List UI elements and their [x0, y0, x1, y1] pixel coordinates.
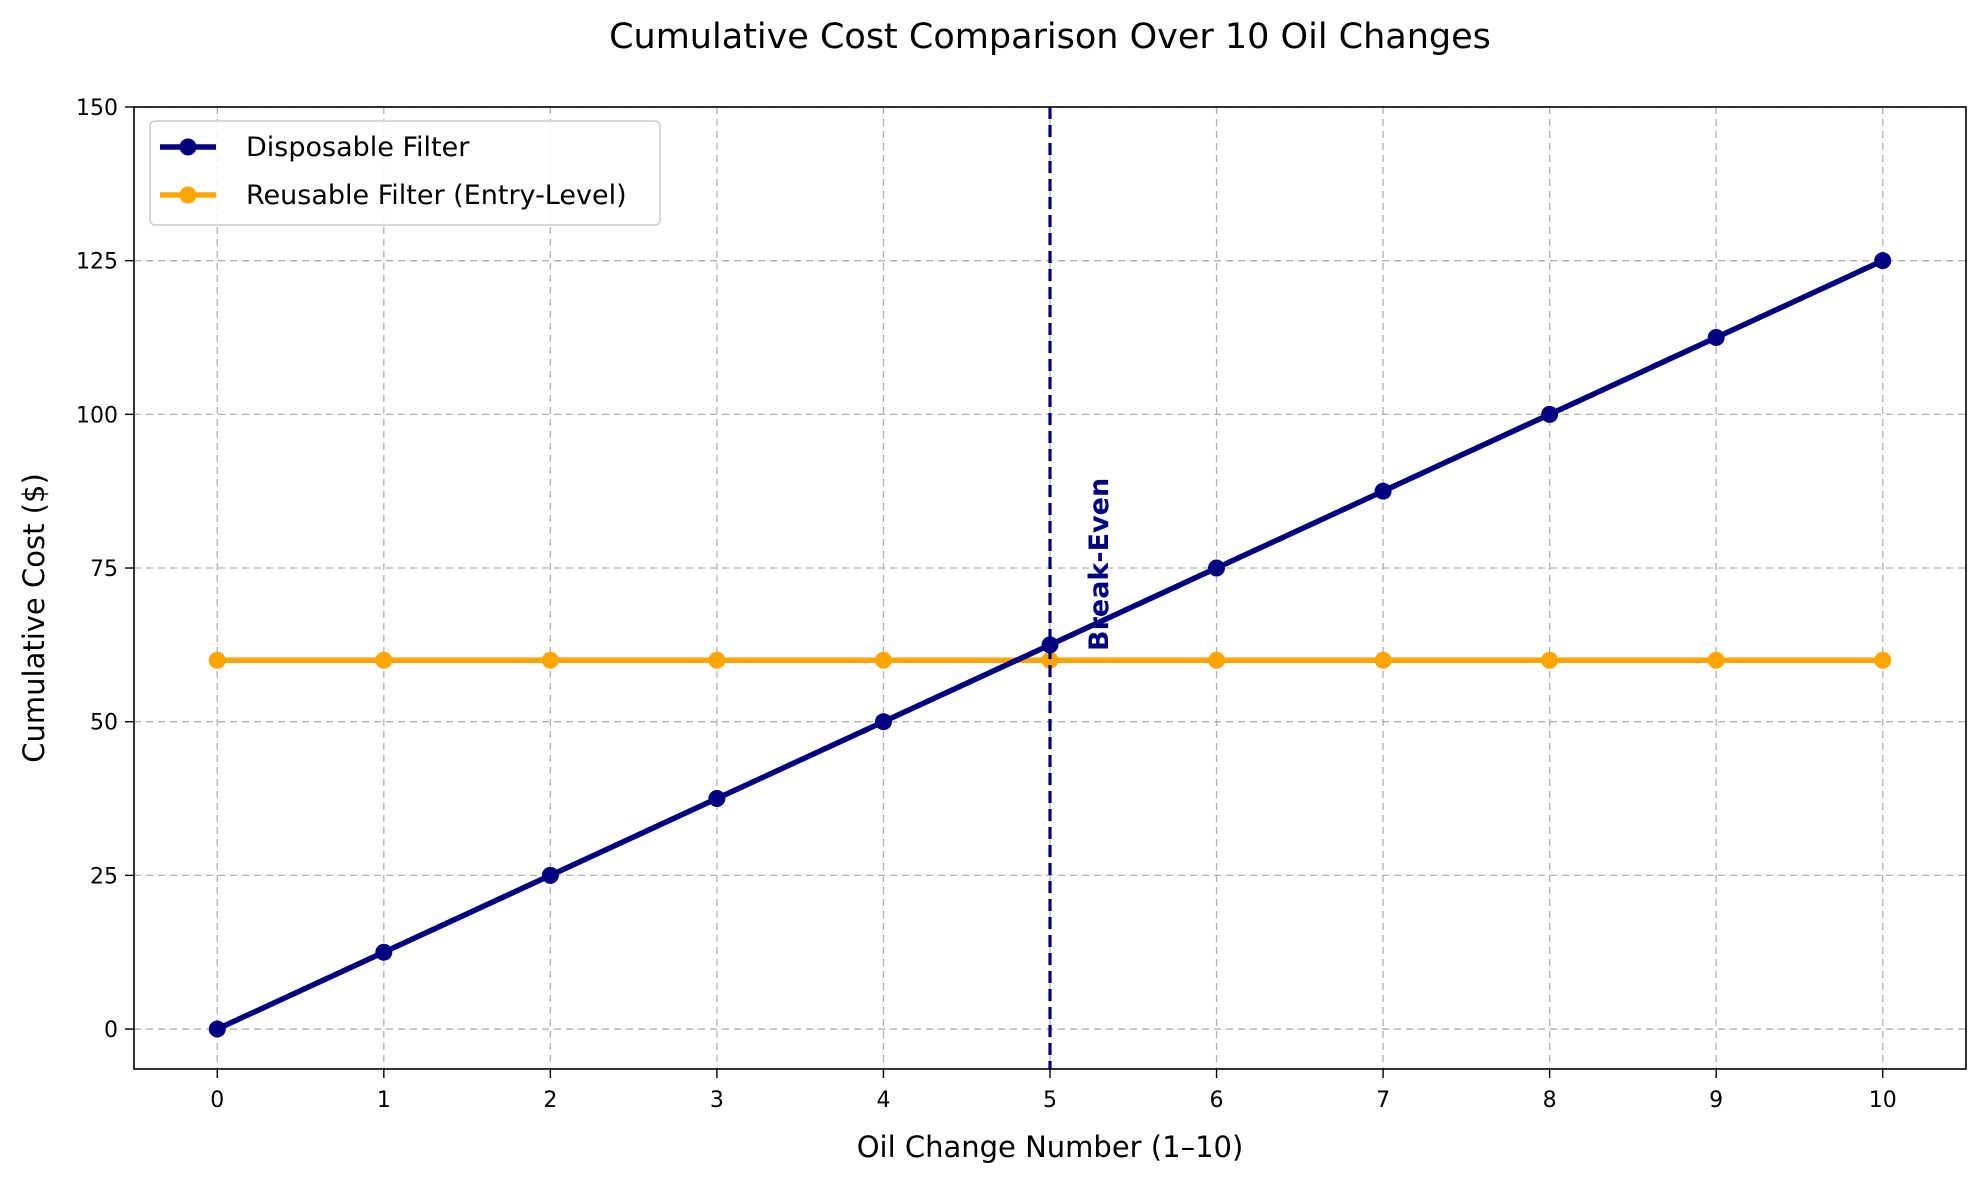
data-point — [1374, 482, 1392, 500]
legend-swatch-marker — [179, 138, 197, 156]
x-tick-label: 6 — [1210, 1088, 1224, 1113]
data-point — [1041, 651, 1059, 669]
legend-item: Reusable Filter (Entry-Level) — [160, 180, 627, 211]
legend: Disposable Filter Reusable Filter (Entry-… — [149, 120, 661, 226]
x-tick-label: 3 — [710, 1088, 724, 1113]
series-layer — [208, 252, 1892, 1038]
data-point — [1208, 559, 1226, 577]
data-point — [541, 651, 559, 669]
series-reusable-filter — [208, 651, 1892, 669]
x-tick-label: 0 — [210, 1088, 224, 1113]
data-point — [1208, 651, 1226, 669]
x-tick-label: 2 — [543, 1088, 557, 1113]
x-tick-label: 7 — [1376, 1088, 1390, 1113]
data-point — [1874, 252, 1892, 270]
x-tick-label: 10 — [1869, 1088, 1897, 1113]
data-point — [541, 866, 559, 884]
legend-label: Disposable Filter — [246, 132, 470, 163]
x-tick-label: 5 — [1043, 1088, 1057, 1113]
data-point — [1374, 651, 1392, 669]
y-tick-label: 125 — [76, 250, 118, 275]
legend-swatch-marker — [179, 186, 197, 204]
data-point — [1707, 651, 1725, 669]
x-tick-label: 9 — [1709, 1088, 1723, 1113]
data-point — [1707, 329, 1725, 347]
data-point — [1874, 651, 1892, 669]
data-point — [1041, 636, 1059, 654]
x-tick-label: 1 — [377, 1088, 391, 1113]
x-tick-label: 8 — [1543, 1088, 1557, 1113]
data-point — [708, 790, 726, 808]
x-tick-label: 4 — [876, 1088, 890, 1113]
data-point — [874, 713, 892, 731]
data-point — [208, 1020, 226, 1038]
x-axis-title: Oil Change Number (1–10) — [857, 1130, 1244, 1164]
legend-item: Disposable Filter — [160, 132, 470, 163]
data-point — [708, 651, 726, 669]
y-tick-label: 75 — [90, 557, 118, 582]
y-tick-label: 0 — [104, 1018, 118, 1043]
data-point — [874, 651, 892, 669]
chart-title: Cumulative Cost Comparison Over 10 Oil C… — [609, 17, 1491, 57]
data-point — [375, 651, 393, 669]
y-axis-ticks: 0 25 50 75 100 125 150 — [76, 96, 134, 1043]
legend-box — [149, 120, 661, 226]
y-axis-title: Cumulative Cost ($) — [17, 473, 51, 763]
y-tick-label: 25 — [90, 864, 118, 889]
break-even-label: Break-Even — [1084, 478, 1115, 651]
y-tick-label: 150 — [76, 96, 118, 121]
legend-label: Reusable Filter (Entry-Level) — [246, 180, 627, 211]
y-tick-label: 100 — [76, 403, 118, 428]
data-point — [375, 943, 393, 961]
data-point — [208, 651, 226, 669]
y-tick-label: 50 — [90, 711, 118, 736]
x-axis-ticks: 0 1 2 3 4 5 6 7 8 9 10 — [210, 1069, 1897, 1113]
annotation-layer: Break-Even — [1048, 107, 1115, 1069]
data-point — [1541, 405, 1559, 423]
series-disposable-filter — [208, 252, 1892, 1038]
data-point — [1541, 651, 1559, 669]
